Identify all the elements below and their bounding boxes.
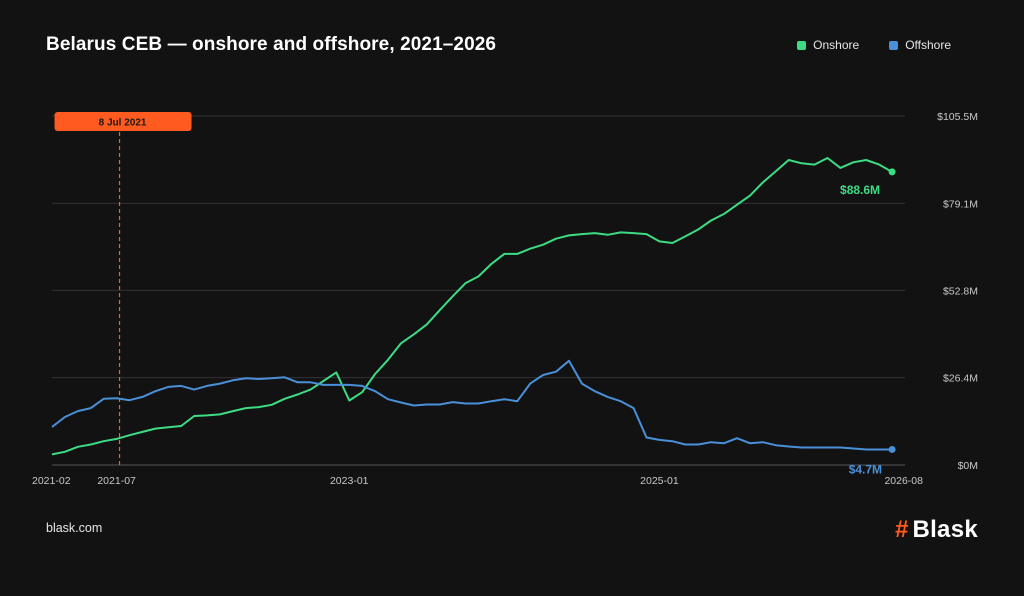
- end-value-label-offshore: $4.7M: [849, 462, 882, 476]
- end-value-label-onshore: $88.6M: [840, 183, 880, 197]
- x-tick-label: 2026-08: [884, 475, 923, 487]
- chart-title: Belarus CEB — onshore and offshore, 2021…: [46, 34, 497, 55]
- end-point-onshore: [888, 168, 896, 176]
- series-line-offshore: [51, 359, 893, 451]
- x-tick-label: 2023-01: [330, 475, 369, 487]
- legend-swatch-offshore: [889, 40, 899, 50]
- y-tick-label: $79.1M: [943, 198, 978, 210]
- x-tick-label: 2021-02: [32, 475, 71, 487]
- chart-legend: Onshore Offshore: [797, 38, 951, 52]
- x-tick-label: 2021-07: [97, 475, 136, 487]
- y-tick-label: $105.5M: [937, 111, 978, 123]
- legend-item-offshore[interactable]: Offshore: [889, 38, 951, 52]
- source-label: blask.com: [46, 521, 103, 535]
- event-marker-label: 8 Jul 2021: [99, 118, 147, 129]
- legend-label-onshore: Onshore: [813, 38, 860, 52]
- hash-icon: #: [895, 516, 909, 543]
- legend-item-onshore[interactable]: Onshore: [797, 38, 859, 52]
- y-tick-label: $0M: [958, 460, 978, 472]
- brand-logo: # Blask: [895, 518, 978, 542]
- legend-label-offshore: Offshore: [905, 38, 951, 52]
- series-line-onshore: [51, 157, 893, 456]
- legend-swatch-onshore: [797, 40, 807, 50]
- end-point-offshore: [888, 445, 896, 453]
- brand-name: Blask: [912, 516, 978, 543]
- y-tick-label: $52.8M: [943, 285, 978, 297]
- x-tick-label: 2025-01: [640, 475, 679, 487]
- y-tick-label: $26.4M: [943, 373, 978, 385]
- event-marker-badge: [54, 112, 192, 131]
